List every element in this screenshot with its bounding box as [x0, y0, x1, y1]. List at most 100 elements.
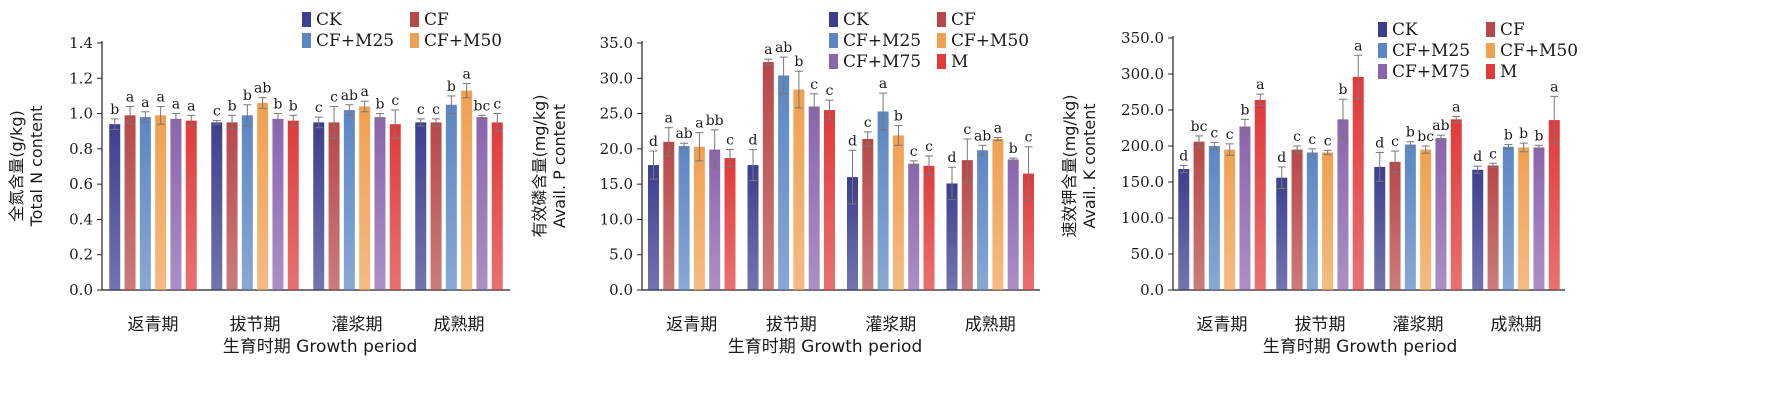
- chart-panel-2: 0.0 5.0 10.0 15.0 20.0 25.0 30.0 35.0 有效磷含量(mg/k…: [530, 10, 1040, 357]
- y-axis-label-en: Total N content: [27, 106, 46, 228]
- legend-swatch: [1378, 43, 1387, 58]
- bar-cf-4: [1487, 165, 1499, 290]
- y-tick-label: 1.0: [69, 105, 93, 123]
- bar-cf-m50-2: [793, 89, 805, 290]
- legend-label: CF+M25: [843, 31, 921, 51]
- significance-letter: b: [1240, 102, 1249, 118]
- significance-letter: c: [493, 97, 501, 113]
- x-category-label: 灌浆期: [1393, 315, 1444, 335]
- significance-letter: c: [432, 102, 440, 118]
- significance-letter: ab: [675, 126, 692, 142]
- significance-letter: b: [243, 88, 252, 104]
- bar-ck-4: [415, 122, 427, 291]
- y-tick-label: 1.4: [69, 34, 93, 52]
- significance-letter: b: [1406, 125, 1415, 141]
- bar-m-2: [1352, 76, 1364, 290]
- y-axis-label-cn: 全氮含量(g/kg): [7, 110, 26, 221]
- bar-cf-m25-2: [1306, 152, 1318, 290]
- legend-label: CF+M25: [316, 31, 394, 51]
- y-tick-label: 20.0: [600, 140, 633, 158]
- y-tick-label: 50.0: [1131, 245, 1164, 263]
- significance-letter: b: [1504, 128, 1513, 144]
- bar-cf-m75-1: [170, 118, 182, 290]
- bar-cf-m25-3: [1404, 144, 1416, 290]
- significance-letter: d: [948, 150, 957, 166]
- legend-label: M: [1500, 62, 1517, 82]
- bar-m-3: [923, 165, 935, 290]
- bar-cf-m50-2: [1322, 152, 1334, 290]
- significance-letter: a: [1256, 77, 1264, 93]
- y-tick-label: 0.0: [69, 281, 93, 299]
- bar-m-2: [287, 120, 299, 290]
- bar-cf-m75-2: [808, 106, 820, 290]
- y-tick-label: 10.0: [600, 210, 633, 228]
- chart-panel-3: 0.0 50.0 100.0 150.0 200.0 250.0 300.0 350.0 速效钾…: [1060, 20, 1578, 357]
- bar-ck-1: [109, 124, 121, 291]
- x-category-label: 成熟期: [434, 314, 485, 335]
- legend-swatch: [937, 12, 946, 27]
- significance-letter: a: [1550, 79, 1558, 95]
- bar-cf-m25-3: [877, 111, 889, 290]
- y-axis-label-cn: 有效磷含量(mg/kg): [530, 94, 549, 237]
- bar-cf-m50-3: [892, 135, 904, 290]
- y-tick-label: 300.0: [1121, 65, 1164, 83]
- significance-letter: b: [1534, 128, 1543, 144]
- y-tick-label: 30.0: [600, 69, 633, 87]
- bar-ck-1: [1178, 169, 1190, 290]
- significance-letter: a: [141, 95, 149, 111]
- y-tick-label: 0.2: [69, 246, 93, 264]
- x-axis-label: 生育时期 Growth period: [728, 337, 923, 357]
- bar-cf-4: [430, 122, 442, 291]
- bar-cf-m50-1: [693, 146, 705, 290]
- legend-label: CF: [1500, 20, 1525, 40]
- significance-letter: bc: [474, 98, 491, 114]
- y-tick-label: 350.0: [1121, 29, 1164, 47]
- bar-m-2: [824, 110, 835, 291]
- bar-cf-m25-4: [977, 150, 989, 290]
- y-tick-label: 0.0: [609, 281, 633, 299]
- significance-letter: c: [1391, 134, 1399, 150]
- significance-letter: c: [391, 93, 399, 109]
- significance-letter: ab: [1432, 118, 1449, 134]
- significance-letter: d: [1473, 149, 1482, 165]
- x-category-label: 灌浆期: [865, 315, 916, 335]
- significance-letter: ab: [254, 81, 271, 97]
- significance-letter: c: [330, 90, 338, 106]
- bar-cf-m50-3: [1420, 149, 1432, 290]
- significance-letter: a: [156, 90, 164, 106]
- significance-letter: ab: [775, 40, 792, 56]
- y-tick-label: 5.0: [609, 246, 633, 264]
- significance-letter: bc: [1417, 129, 1434, 145]
- y-tick-label: 200.0: [1121, 137, 1164, 155]
- bar-cf-m25-2: [778, 75, 790, 290]
- significance-letter: a: [695, 116, 703, 132]
- bar-cf-m75-2: [1337, 119, 1349, 290]
- significance-letter: a: [1452, 99, 1460, 115]
- bar-cf-m50-4: [992, 138, 1004, 290]
- bar-cf-m75-1: [709, 149, 721, 290]
- bar-ck-3: [847, 177, 858, 290]
- y-tick-label: 0.6: [69, 175, 93, 193]
- y-tick-label: 0.4: [69, 210, 93, 228]
- legend-label: CF: [951, 10, 976, 30]
- significance-letter: ab: [341, 88, 358, 104]
- y-tick-label: 150.0: [1121, 173, 1164, 191]
- significance-letter: c: [1324, 133, 1332, 149]
- significance-letter: d: [1277, 150, 1286, 166]
- significance-letter: c: [1308, 132, 1316, 148]
- legend-label: CF: [424, 10, 449, 30]
- bar-cf-m25-4: [445, 104, 457, 290]
- significance-letter: c: [963, 122, 971, 138]
- significance-letter: c: [1293, 129, 1301, 145]
- x-category-label: 拔节期: [1295, 315, 1346, 335]
- legend-swatch: [410, 12, 419, 27]
- legend-label: CK: [1392, 20, 1418, 40]
- y-tick-label: 1.2: [69, 69, 93, 87]
- x-category-label: 灌浆期: [332, 315, 383, 335]
- legend-swatch: [829, 33, 838, 48]
- bar-cf-3: [1389, 161, 1401, 290]
- significance-letter: b: [1338, 82, 1347, 98]
- bar-cf-3: [328, 122, 340, 291]
- legend-label: CF+M75: [1392, 62, 1470, 82]
- y-tick-label: 15.0: [600, 175, 633, 193]
